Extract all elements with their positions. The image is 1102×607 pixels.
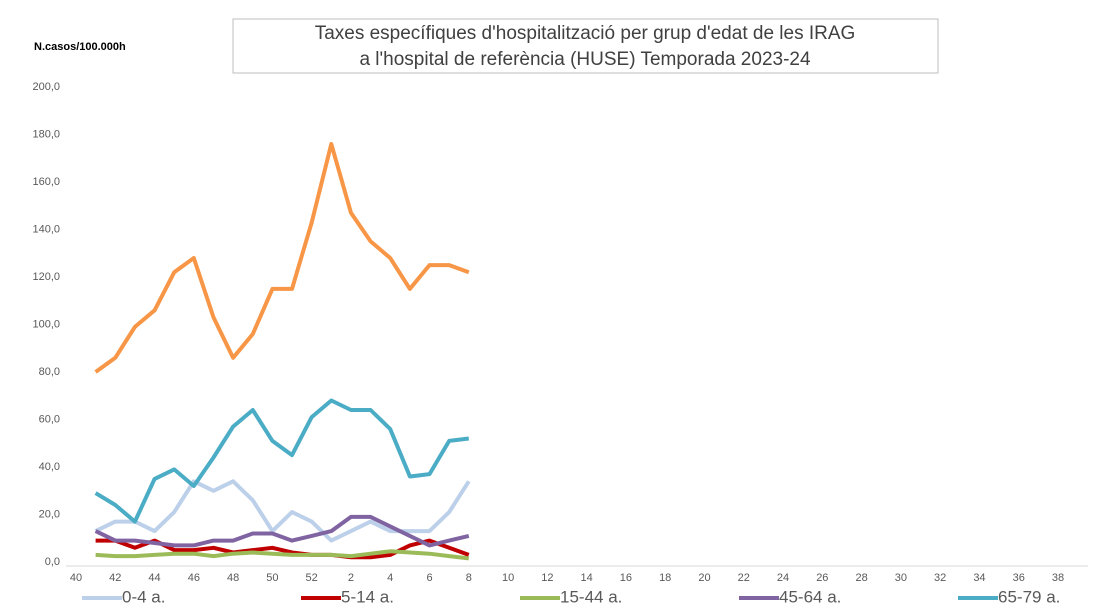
series-line — [94, 514, 470, 548]
y-tick-label: 40,0 — [39, 461, 60, 473]
y-tick-label: 60,0 — [39, 413, 60, 425]
y-axis-label: N.casos/100.000h — [34, 41, 126, 53]
x-tick-label: 2 — [348, 572, 354, 584]
x-tick-label: 44 — [148, 572, 160, 584]
y-tick-label: 20,0 — [39, 508, 60, 520]
x-tick-label: 40 — [70, 572, 82, 584]
x-tick-label: 16 — [620, 572, 632, 584]
legend-label: 15-44 a. — [560, 587, 622, 606]
x-tick-label: 52 — [306, 572, 318, 584]
legend-label: 65-79 a. — [998, 587, 1060, 606]
legend-label: 5-14 a. — [341, 587, 394, 606]
legend-label: 0-4 a. — [122, 587, 165, 606]
y-tick-label: 200,0 — [32, 81, 60, 93]
legend-label: 45-64 a. — [779, 587, 841, 606]
x-tick-label: 14 — [581, 572, 593, 584]
series-line — [94, 142, 470, 374]
title-box — [232, 18, 939, 74]
x-tick-label: 32 — [934, 572, 946, 584]
series-line — [94, 479, 471, 543]
x-tick-label: 34 — [973, 572, 985, 584]
series-line — [95, 549, 470, 561]
x-tick-label: 18 — [659, 572, 671, 584]
y-tick-label: 0,0 — [45, 556, 60, 568]
x-tick-label: 50 — [266, 572, 278, 584]
y-tick-label: 160,0 — [32, 176, 60, 188]
x-tick-label: 42 — [109, 572, 121, 584]
y-tick-label: 80,0 — [39, 366, 60, 378]
x-tick-label: 28 — [855, 572, 867, 584]
x-tick-label: 6 — [426, 572, 432, 584]
x-tick-label: 12 — [541, 572, 553, 584]
x-tick-label: 30 — [895, 572, 907, 584]
x-tick-label: 26 — [816, 572, 828, 584]
y-tick-label: 100,0 — [32, 318, 60, 330]
x-tick-label: 36 — [1013, 572, 1025, 584]
chart-title: Taxes específiques d'hospitalització per… — [315, 23, 856, 44]
x-tick-label: 20 — [698, 572, 710, 584]
x-tick-label: 24 — [777, 572, 789, 584]
y-tick-label: 140,0 — [32, 223, 60, 235]
x-tick-label: 4 — [387, 572, 393, 584]
x-tick-label: 38 — [1052, 572, 1064, 584]
x-tick-label: 22 — [738, 572, 750, 584]
chart-title: a l'hospital de referència (HUSE) Tempor… — [359, 49, 811, 70]
x-tick-label: 48 — [227, 572, 239, 584]
x-tick-label: 8 — [466, 572, 472, 584]
x-tick-label: 46 — [188, 572, 200, 584]
y-tick-label: 180,0 — [32, 128, 60, 140]
x-tick-label: 10 — [502, 572, 514, 584]
series-line — [94, 398, 470, 524]
y-tick-label: 120,0 — [32, 271, 60, 283]
